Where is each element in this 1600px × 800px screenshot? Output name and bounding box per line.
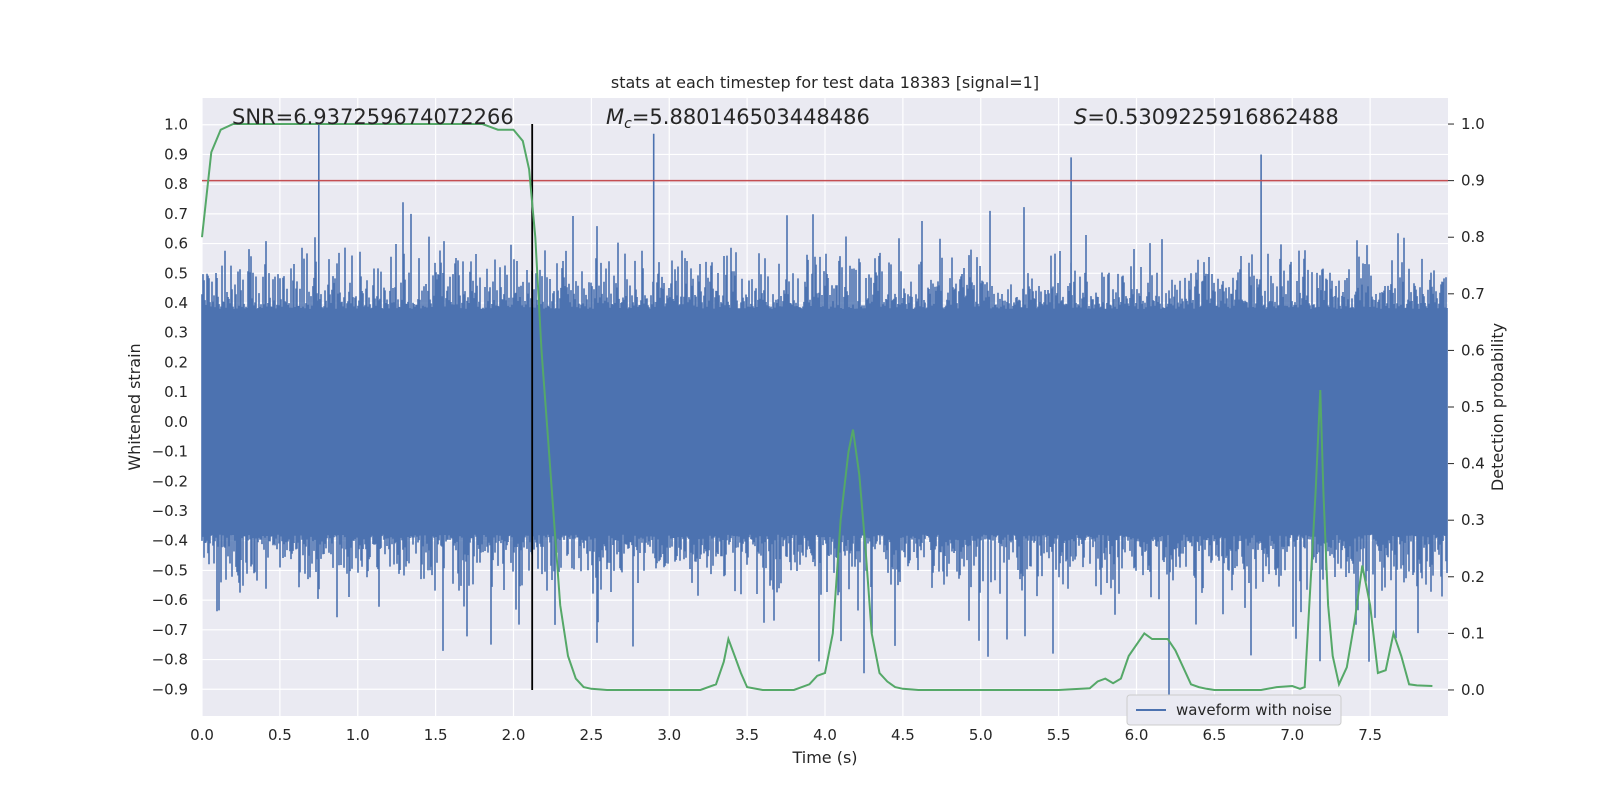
- right-y-tick-label: 0.7: [1461, 285, 1485, 303]
- chirp-mass-symbol: M: [606, 105, 624, 129]
- x-tick-label: 4.0: [813, 726, 837, 744]
- waveform-series: [201, 124, 1448, 697]
- left-y-tick-label: −0.1: [152, 443, 188, 461]
- x-tick-label: 5.5: [1047, 726, 1071, 744]
- right-y-tick-label: 0.1: [1461, 624, 1485, 642]
- left-y-tick-label: 0.5: [164, 264, 188, 282]
- spin-value: =0.5309225916862488: [1087, 105, 1338, 129]
- legend-box: [1126, 694, 1342, 726]
- right-y-tick-label: 0.3: [1461, 511, 1485, 529]
- x-tick-label: 3.0: [657, 726, 681, 744]
- x-tick-label: 4.5: [891, 726, 915, 744]
- left-y-tick-label: −0.9: [152, 680, 188, 698]
- left-y-tick-label: 0.7: [164, 205, 188, 223]
- x-tick-label: 6.5: [1202, 726, 1226, 744]
- x-ticks: 0.0 0.5 1.0 1.5 2.0 2.5 3.0 3.5 4.0 4.5 5.0 5.5 6.0 6…: [190, 726, 1382, 744]
- legend-label: waveform with noise: [1176, 701, 1332, 719]
- left-y-tick-label: −0.3: [152, 502, 188, 520]
- left-y-tick-label: 0.8: [164, 175, 188, 193]
- left-y-tick-label: 0.1: [164, 383, 188, 401]
- chirp-mass-annotation: Mc=5.880146503448486: [606, 105, 870, 132]
- left-y-tick-label: 0.9: [164, 145, 188, 163]
- chirp-mass-subscript: c: [624, 116, 632, 132]
- left-y-tick-label: 0.0: [164, 413, 188, 431]
- left-y-tick-label: 0.4: [164, 294, 188, 312]
- x-tick-label: 0.0: [190, 726, 214, 744]
- right-y-tick-label: 0.8: [1461, 228, 1485, 246]
- left-y-tick-label: 0.3: [164, 324, 188, 342]
- chart-title: stats at each timestep for test data 183…: [611, 73, 1039, 92]
- x-tick-label: 5.0: [969, 726, 993, 744]
- probability-line: [201, 123, 1433, 691]
- right-y-tick-label: 0.6: [1461, 341, 1485, 359]
- x-axis-label: Time (s): [791, 748, 857, 767]
- chirp-mass-value: =5.880146503448486: [632, 105, 870, 129]
- left-y-tick-label: −0.6: [152, 591, 188, 609]
- spin-annotation: S=0.5309225916862488: [1074, 105, 1339, 129]
- right-y-axis-label: Detection probability: [1488, 323, 1507, 491]
- right-y-tick-label: 0.0: [1461, 681, 1485, 699]
- spin-symbol: S: [1074, 105, 1087, 129]
- left-y-axis-label: Whitened strain: [125, 343, 144, 470]
- right-y-tick-label: 0.2: [1461, 568, 1485, 586]
- x-tick-label: 7.0: [1280, 726, 1304, 744]
- left-y-tick-label: 0.6: [164, 235, 188, 253]
- left-y-tick-label: −0.7: [152, 621, 188, 639]
- left-y-tick-label: −0.8: [152, 651, 188, 669]
- x-tick-label: 1.0: [346, 726, 370, 744]
- right-y-tick-label: 1.0: [1461, 115, 1485, 133]
- left-y-ticks: 1.0 0.9 0.8 0.7 0.6 0.5 0.4 0.3 0.2 0.1 0.0 −0.1 −0.…: [152, 116, 188, 699]
- right-y-tick-label: 0.9: [1461, 172, 1485, 190]
- x-tick-label: 3.5: [735, 726, 759, 744]
- left-y-tick-label: −0.2: [152, 472, 188, 490]
- x-tick-label: 1.5: [424, 726, 448, 744]
- snr-annotation: SNR=6.937259674072266: [232, 105, 514, 129]
- probability-series: [201, 123, 1433, 691]
- x-tick-label: 7.5: [1358, 726, 1382, 744]
- x-tick-label: 2.5: [579, 726, 603, 744]
- left-y-tick-label: −0.4: [152, 532, 188, 550]
- right-y-tick-label: 0.5: [1461, 398, 1485, 416]
- left-y-tick-label: 1.0: [164, 116, 188, 134]
- right-y-ticks: 1.0 0.9 0.8 0.7 0.6 0.5 0.4 0.3 0.2 0.1 0.0: [1448, 115, 1485, 699]
- x-tick-label: 6.0: [1125, 726, 1149, 744]
- left-y-tick-label: 0.2: [164, 353, 188, 371]
- left-y-tick-label: −0.5: [152, 561, 188, 579]
- waveform-path: [201, 124, 1448, 697]
- legend: waveform with noise: [1126, 694, 1342, 726]
- x-tick-label: 2.0: [502, 726, 526, 744]
- x-tick-label: 0.5: [268, 726, 292, 744]
- right-y-tick-label: 0.4: [1461, 455, 1485, 473]
